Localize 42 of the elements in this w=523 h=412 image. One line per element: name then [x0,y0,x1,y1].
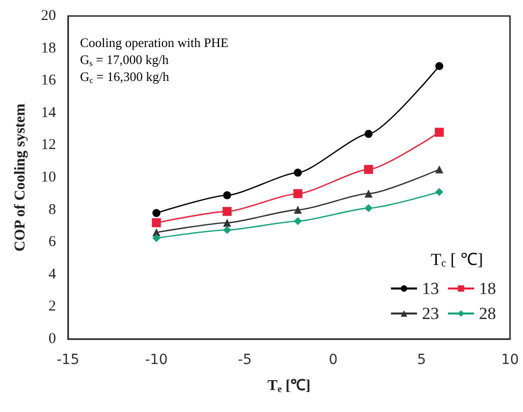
point [222,206,232,216]
y-tick-label: 18 [41,40,56,56]
point [152,234,160,242]
point [364,164,374,174]
point [434,128,444,137]
point [293,189,302,198]
point [294,217,302,226]
point [364,130,373,138]
point [435,165,444,174]
point [223,226,232,234]
legend-label: 28 [479,304,496,323]
y-tick-label: 2 [48,298,56,315]
y-tick-label: 0 [48,331,56,347]
y-tick-label: 4 [48,266,56,282]
point [294,168,302,177]
point [152,218,161,228]
x-tick-label: 0 [328,352,338,368]
x-tick-label: -15 [56,352,80,368]
y-tick-label: 20 [41,8,56,24]
y-axis-title: COP of Cooling system [12,103,28,252]
x-tick-label: 5 [417,352,426,368]
point [223,218,232,227]
y-tick-label: 14 [41,104,56,121]
point [294,206,302,214]
x-tick-label: 10 [501,352,519,368]
legend-label: 23 [422,304,439,323]
y-tick-label: 12 [41,137,56,154]
point [435,62,444,70]
annotation: Cooling operation with PHE [80,35,228,50]
x-tick-label: -10 [144,352,168,368]
y-tick-label: 16 [41,72,56,89]
y-tick-label: 10 [41,170,56,186]
point [223,191,232,200]
legend-label: 13 [422,279,439,298]
y-tick-label: 6 [48,234,56,250]
legend-label: 18 [479,279,496,298]
point [152,209,160,218]
point [435,188,444,196]
x-tick-label: -5 [238,352,252,368]
y-tick-label: 8 [48,202,56,218]
point [364,204,373,212]
point [364,190,373,198]
